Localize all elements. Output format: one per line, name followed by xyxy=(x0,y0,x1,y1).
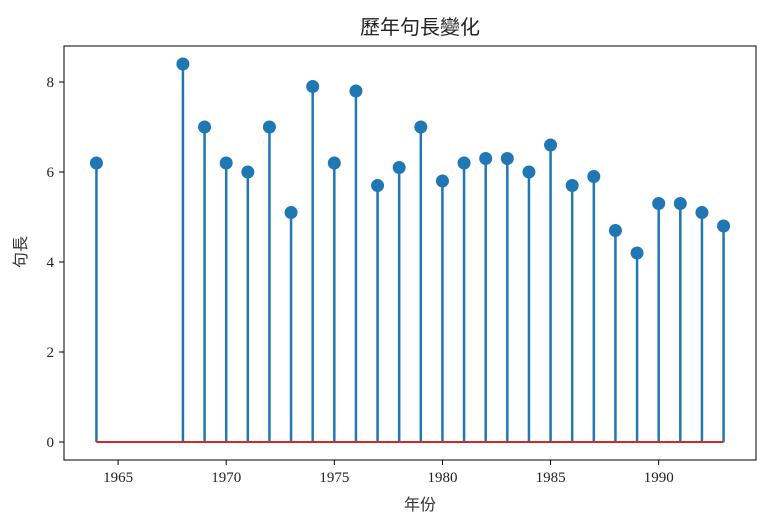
stem-marker xyxy=(435,174,449,188)
stem-marker xyxy=(544,138,558,152)
axes-frame xyxy=(63,45,757,461)
x-axis-label: 年份 xyxy=(404,495,436,514)
x-tick-label: 1975 xyxy=(319,470,349,486)
stem-marker xyxy=(414,120,428,134)
stem-marker xyxy=(262,120,276,134)
stem-marker xyxy=(652,197,666,210)
stem-marker xyxy=(241,165,255,179)
stem-marker xyxy=(587,170,601,183)
stem-marker xyxy=(327,156,341,170)
x-tick-label: 1980 xyxy=(427,470,457,486)
stem-marker xyxy=(392,161,406,174)
stem-marker xyxy=(479,152,493,165)
stem-marker xyxy=(371,179,385,192)
stem-marker xyxy=(457,156,471,170)
stem-marker xyxy=(306,80,320,93)
y-tick-label: 4 xyxy=(47,255,55,271)
x-tick-label: 1985 xyxy=(536,470,566,486)
stem-marker xyxy=(349,84,363,98)
y-tick-label: 2 xyxy=(47,345,55,361)
stem-marker xyxy=(565,179,579,192)
stem-marker xyxy=(500,152,514,165)
y-tick-label: 8 xyxy=(47,75,55,91)
stem-marker xyxy=(630,246,644,260)
stem-marker xyxy=(695,206,709,219)
stem-marker xyxy=(673,197,687,210)
x-tick-label: 1970 xyxy=(211,470,241,486)
y-tick-label: 6 xyxy=(47,165,55,181)
x-tick-label: 1965 xyxy=(103,470,133,486)
stem-marker xyxy=(284,206,298,219)
stem-marker xyxy=(176,57,190,71)
stem-marker xyxy=(89,156,103,170)
y-axis-label: 句長 xyxy=(11,236,30,268)
plot-area: 1965 1970 1975 1980 1985 1990 0 2 4 6 8 xyxy=(47,45,757,486)
chart-title: 歷年句長變化 xyxy=(360,15,480,39)
y-tick-label: 0 xyxy=(47,435,55,451)
stem-marker xyxy=(717,219,731,233)
stem-marker xyxy=(219,156,233,170)
x-tick-label: 1990 xyxy=(644,470,674,486)
stem-marker xyxy=(522,165,536,179)
stem-marker xyxy=(198,120,212,134)
stem-marker xyxy=(608,224,622,237)
